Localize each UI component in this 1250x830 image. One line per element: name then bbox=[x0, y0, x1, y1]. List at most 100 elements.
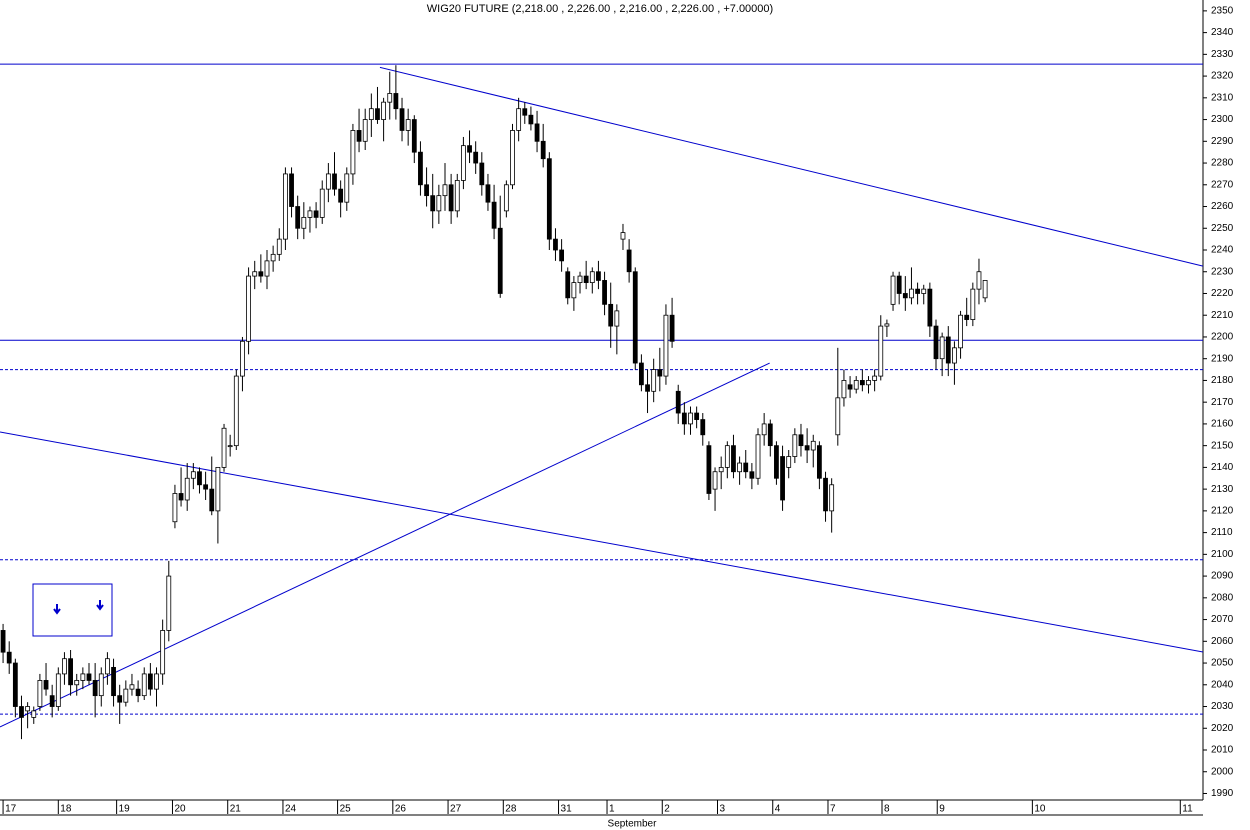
y-tick-label: 2070 bbox=[1211, 614, 1234, 625]
candle-body bbox=[461, 145, 466, 181]
candle-body bbox=[761, 423, 767, 436]
candle-body bbox=[976, 271, 982, 290]
y-tick-label: 2160 bbox=[1211, 419, 1234, 430]
y-tick-label: 2240 bbox=[1211, 245, 1234, 256]
y-tick-label: 2040 bbox=[1211, 679, 1234, 690]
x-axis-label: September bbox=[608, 819, 658, 830]
y-tick-label: 2080 bbox=[1211, 592, 1234, 603]
candle-body bbox=[964, 314, 970, 320]
y-tick-label: 2300 bbox=[1211, 114, 1234, 125]
candle-body bbox=[546, 158, 552, 240]
x-tick-label: 21 bbox=[230, 804, 242, 815]
candle-body bbox=[190, 471, 196, 479]
candle-body bbox=[589, 271, 595, 284]
candle-body bbox=[344, 173, 350, 203]
candle-body bbox=[884, 323, 890, 327]
candle-body bbox=[0, 630, 6, 653]
candle-body bbox=[154, 673, 159, 690]
x-tick-label: 7 bbox=[830, 804, 836, 815]
candle-body bbox=[755, 434, 761, 479]
y-tick-label: 2340 bbox=[1211, 27, 1234, 38]
x-tick-label: 10 bbox=[1034, 804, 1046, 815]
y-tick-label: 2260 bbox=[1211, 201, 1234, 212]
candle-body bbox=[362, 119, 368, 142]
candle-body bbox=[632, 271, 638, 364]
candle-body bbox=[767, 423, 773, 447]
candle-body bbox=[902, 293, 908, 299]
candle-body bbox=[522, 108, 528, 116]
candle-body bbox=[178, 493, 184, 501]
candle-body bbox=[215, 466, 221, 512]
candle-body bbox=[731, 445, 736, 473]
candle-body bbox=[485, 184, 491, 203]
candle-body bbox=[350, 130, 356, 175]
candle-body bbox=[166, 575, 172, 631]
candle-body bbox=[896, 275, 902, 294]
candle-body bbox=[878, 325, 884, 377]
x-tick-label: 3 bbox=[720, 804, 726, 815]
candle-body bbox=[6, 651, 12, 664]
candle-body bbox=[105, 658, 110, 675]
candle-body bbox=[497, 227, 503, 294]
y-tick-label: 2210 bbox=[1211, 310, 1234, 321]
candle-body bbox=[479, 162, 485, 186]
candle-body bbox=[203, 484, 209, 490]
candle-body bbox=[614, 310, 620, 327]
trend-line bbox=[0, 431, 1204, 653]
candle-body bbox=[626, 249, 632, 273]
y-tick-label: 2060 bbox=[1211, 636, 1234, 647]
candle-body bbox=[859, 380, 865, 386]
candle-body bbox=[565, 271, 571, 299]
candle-body bbox=[221, 427, 227, 468]
candle-body bbox=[295, 206, 301, 229]
candle-body bbox=[577, 275, 583, 284]
candle-body bbox=[233, 375, 239, 447]
candle-body bbox=[467, 145, 472, 153]
candle-body bbox=[620, 232, 626, 240]
candle-body bbox=[540, 140, 546, 160]
candle-body bbox=[80, 673, 86, 681]
x-tick-label: 20 bbox=[174, 804, 186, 815]
candle-body bbox=[276, 238, 282, 255]
candle-body bbox=[798, 434, 804, 447]
candle-body bbox=[700, 419, 706, 436]
candle-body bbox=[608, 303, 614, 327]
candle-body bbox=[583, 275, 589, 284]
y-tick-label: 2130 bbox=[1211, 484, 1234, 495]
candle-body bbox=[853, 380, 859, 390]
candle-body bbox=[141, 673, 147, 697]
y-tick-label: 2150 bbox=[1211, 440, 1234, 451]
candle-body bbox=[688, 412, 693, 425]
candle-body bbox=[669, 314, 675, 342]
candle-body bbox=[645, 384, 650, 392]
candle-body bbox=[737, 462, 742, 473]
y-tick-label: 1990 bbox=[1211, 788, 1234, 799]
candle-body bbox=[835, 397, 841, 436]
candle-body bbox=[510, 130, 515, 186]
candle-body bbox=[172, 493, 178, 523]
candle-body bbox=[387, 93, 393, 103]
candle-body bbox=[749, 471, 755, 479]
candle-body bbox=[246, 275, 251, 342]
y-tick-label: 2120 bbox=[1211, 506, 1234, 517]
candle-body bbox=[123, 688, 129, 703]
x-tick-label: 8 bbox=[884, 804, 890, 815]
y-tick-label: 2180 bbox=[1211, 375, 1234, 386]
candle-body bbox=[847, 384, 853, 390]
candle-body bbox=[473, 151, 479, 164]
candle-body bbox=[706, 445, 712, 494]
candle-body bbox=[890, 275, 896, 305]
y-tick-label: 2220 bbox=[1211, 288, 1234, 299]
candle-body bbox=[258, 271, 264, 277]
candle-body bbox=[915, 288, 920, 294]
candle-body bbox=[823, 477, 828, 512]
candle-body bbox=[724, 445, 730, 468]
x-tick-label: 24 bbox=[285, 804, 297, 815]
candle-body bbox=[270, 253, 276, 262]
candle-body bbox=[240, 340, 245, 377]
candle-body bbox=[792, 434, 798, 457]
candle-body bbox=[43, 680, 49, 690]
x-tick-label: 31 bbox=[561, 804, 573, 815]
candle-body bbox=[19, 706, 24, 718]
candle-body bbox=[37, 680, 43, 707]
